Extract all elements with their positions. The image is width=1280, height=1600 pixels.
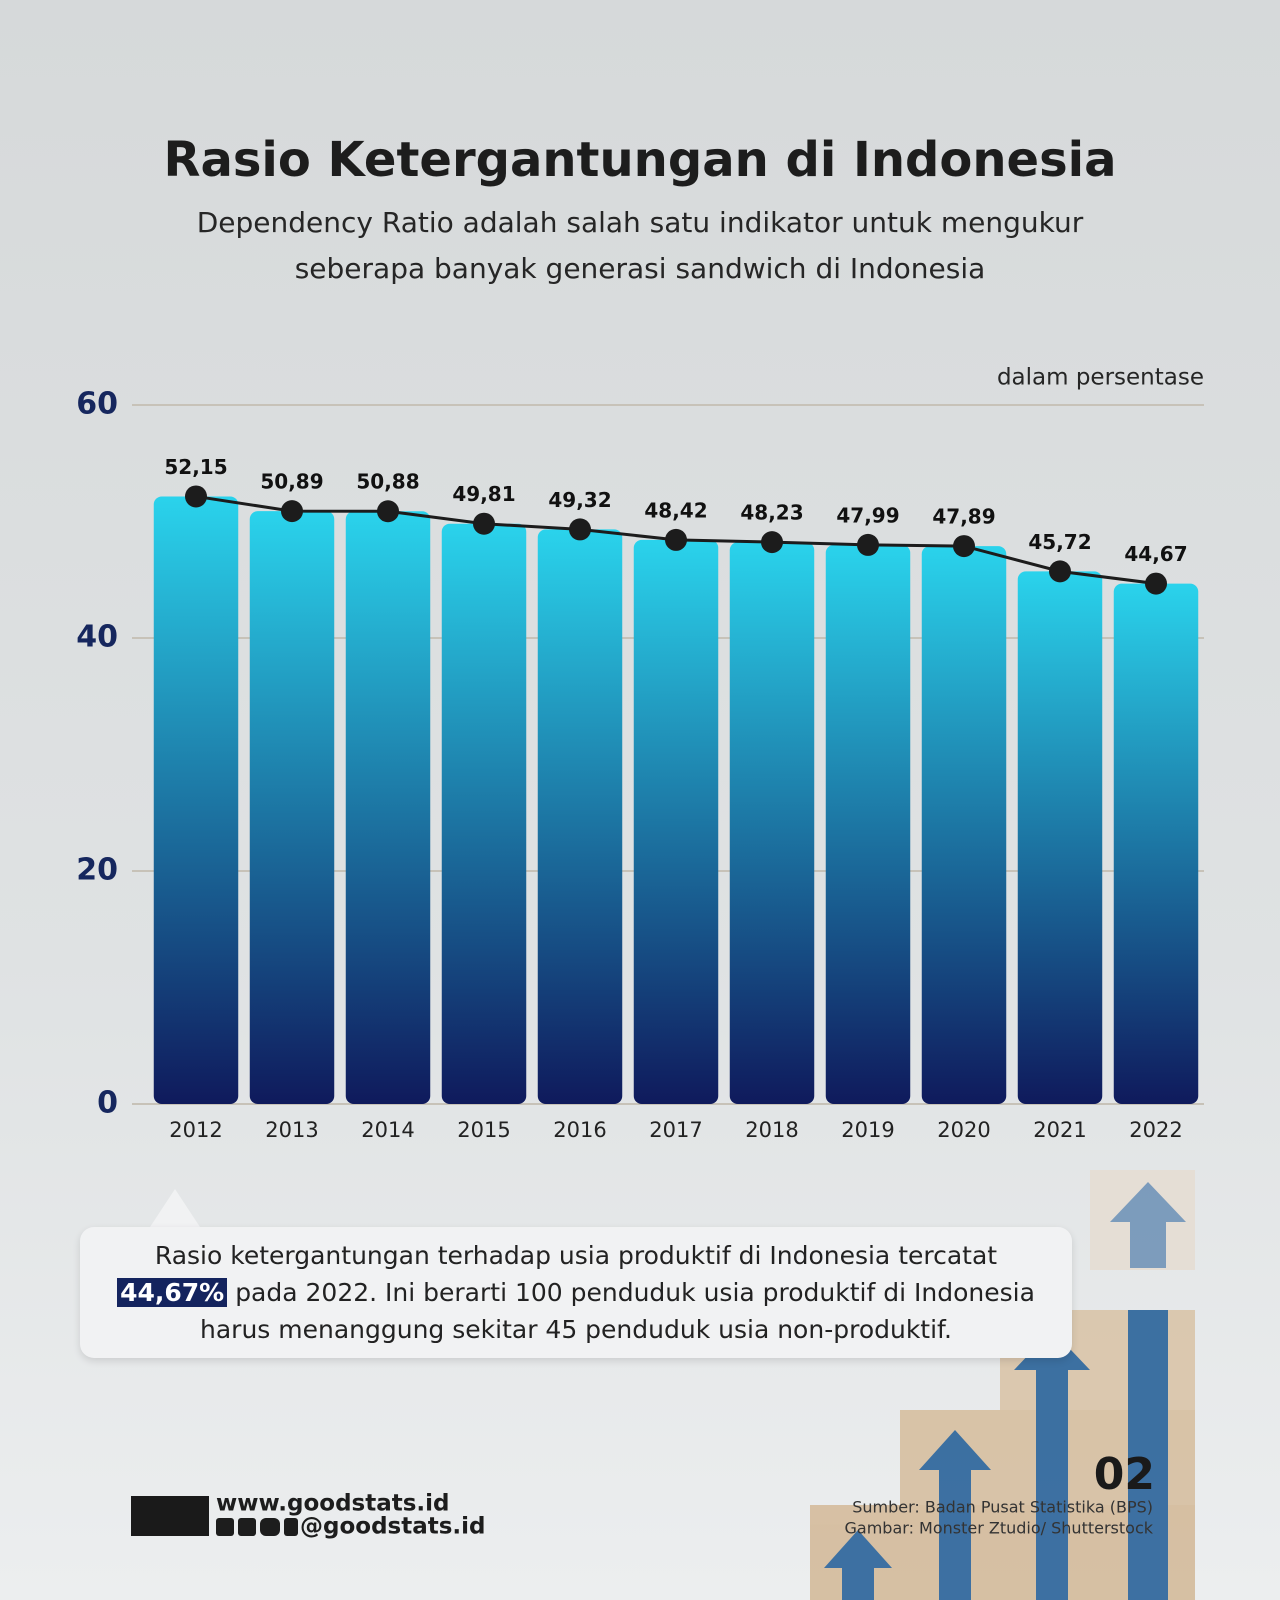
x-tick-label: 2015: [457, 1118, 510, 1142]
callout-text: pada 2022. Ini berarti 100 penduduk usia…: [235, 1278, 1035, 1307]
x-tick-label: 2019: [841, 1118, 894, 1142]
point: [761, 531, 783, 554]
bar: [729, 542, 815, 1104]
y-tick-label: 60: [76, 387, 118, 422]
data-label: 44,67: [1124, 542, 1187, 566]
point: [1049, 560, 1071, 583]
subtitle: seberapa banyak generasi sandwich di Ind…: [295, 252, 986, 285]
bar: [1113, 583, 1199, 1104]
unit-label: dalam persentase: [997, 365, 1204, 391]
point: [1145, 572, 1167, 595]
point: [185, 485, 207, 508]
data-label: 49,32: [548, 488, 611, 512]
website: www.goodstats.id: [216, 1491, 450, 1517]
callout-text: Rasio ketergantungan terhadap usia produ…: [154, 1241, 998, 1270]
y-tick-label: 20: [76, 853, 118, 888]
callout-pointer: [150, 1189, 200, 1227]
logo: [131, 1496, 209, 1536]
point: [473, 512, 495, 535]
x-tick-label: 2016: [553, 1118, 606, 1142]
bar: [153, 496, 239, 1104]
data-label: 49,81: [452, 482, 515, 506]
y-tick-label: 40: [76, 620, 118, 655]
social-icons: [216, 1518, 298, 1536]
subtitle: Dependency Ratio adalah salah satu indik…: [197, 206, 1084, 239]
page-number: 02: [1094, 1449, 1155, 1500]
chart-title: Rasio Ketergantungan di Indonesia: [163, 132, 1116, 188]
bar: [441, 523, 527, 1104]
data-label: 52,15: [164, 455, 227, 479]
point: [569, 518, 591, 541]
x-tick-label: 2012: [169, 1118, 222, 1142]
data-label: 50,89: [260, 470, 323, 494]
point: [857, 533, 879, 556]
highlight: 44,67%: [117, 1278, 228, 1307]
data-label: 48,42: [644, 498, 707, 522]
x-tick-label: 2020: [937, 1118, 990, 1142]
x-tick-label: 2022: [1129, 1118, 1182, 1142]
data-label: 47,99: [836, 503, 899, 527]
bar: [825, 544, 911, 1104]
plot: 0 20 40 60 2012 2013 2014 2015 2016 2017 2018 2019 2…: [76, 387, 1204, 1142]
data-label: 48,23: [740, 501, 803, 525]
x-tick-label: 2013: [265, 1118, 318, 1142]
data-label: 50,88: [356, 470, 419, 494]
bar: [921, 546, 1007, 1104]
data-label: 47,89: [932, 505, 995, 529]
point: [953, 535, 975, 558]
point: [377, 500, 399, 523]
source: Sumber: Badan Pusat Statistika (BPS): [852, 1498, 1153, 1517]
x-tick-label: 2021: [1033, 1118, 1086, 1142]
x-tick-label: 2017: [649, 1118, 702, 1142]
bar: [1017, 571, 1103, 1104]
callout-text: harus menanggung sekitar 45 penduduk usi…: [200, 1315, 952, 1344]
bar: [249, 511, 335, 1105]
callout: Rasio ketergantungan terhadap usia produ…: [80, 1227, 1072, 1358]
x-tick-label: 2014: [361, 1118, 414, 1142]
image-credit: Gambar: Monster Ztudio/ Shutterstock: [845, 1519, 1154, 1538]
bar: [345, 511, 431, 1104]
bar: [537, 529, 623, 1104]
decoration: [810, 1170, 1195, 1600]
bar: [633, 539, 719, 1104]
handle: @goodstats.id: [300, 1514, 486, 1540]
point: [665, 528, 687, 551]
point: [281, 500, 303, 523]
data-label: 45,72: [1028, 530, 1091, 554]
callout-text: 44,67% pada 2022. Ini berarti 100 pendud…: [80, 1274, 1072, 1311]
x-tick-label: 2018: [745, 1118, 798, 1142]
y-tick-label: 0: [97, 1086, 118, 1121]
